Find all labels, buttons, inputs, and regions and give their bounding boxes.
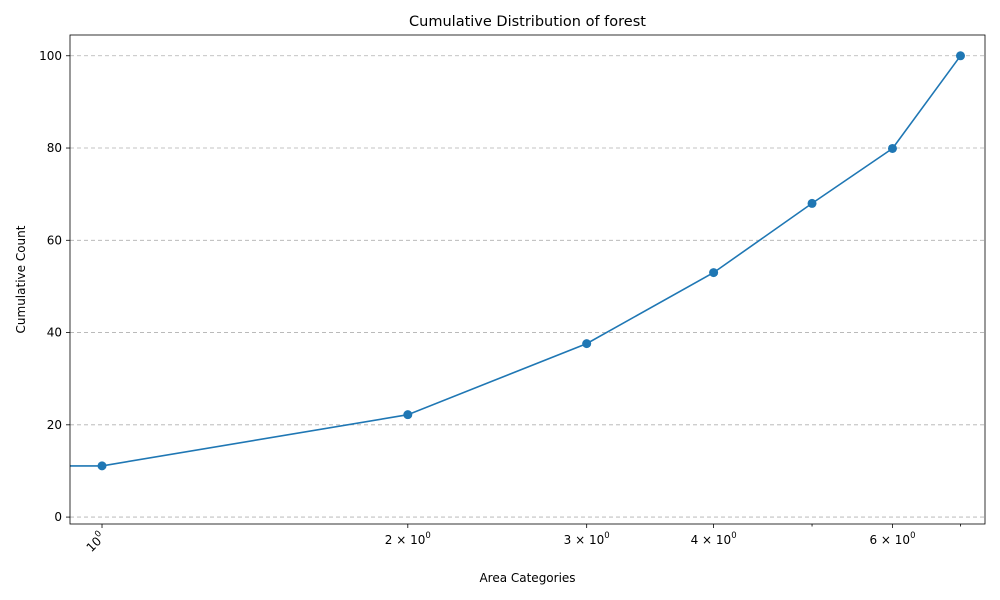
data-point <box>807 198 817 208</box>
y-tick-label: 80 <box>47 141 62 155</box>
x-axis-label: Area Categories <box>479 571 575 585</box>
x-tick-label: 3 × 100 <box>564 531 610 547</box>
y-tick-label: 40 <box>47 326 62 340</box>
y-tick-label: 0 <box>54 510 62 524</box>
tick-layer: 0 20 40 60 80 100 100 2 × 100 3 × 100 4 × 100 6 × … <box>39 49 961 555</box>
y-tick-label: 60 <box>47 233 62 247</box>
data-point <box>403 410 413 420</box>
series-layer <box>70 51 965 471</box>
data-point <box>582 339 592 349</box>
data-point <box>97 461 107 471</box>
x-tick-label: 2 × 100 <box>385 531 431 547</box>
y-tick-label: 100 <box>39 49 62 63</box>
y-axis-label: Cumulative Count <box>14 225 28 333</box>
data-point <box>709 268 719 278</box>
series-line <box>70 55 962 467</box>
data-point <box>955 51 965 61</box>
x-tick-label: 4 × 100 <box>691 531 737 547</box>
plot-frame <box>69 34 986 525</box>
data-point <box>887 143 897 153</box>
x-tick-label: 6 × 100 <box>869 531 915 547</box>
y-tick-label: 20 <box>47 418 62 432</box>
x-tick-label: 100 <box>82 529 108 555</box>
chart-title: Cumulative Distribution of forest <box>409 14 646 30</box>
grid-layer <box>70 55 985 518</box>
